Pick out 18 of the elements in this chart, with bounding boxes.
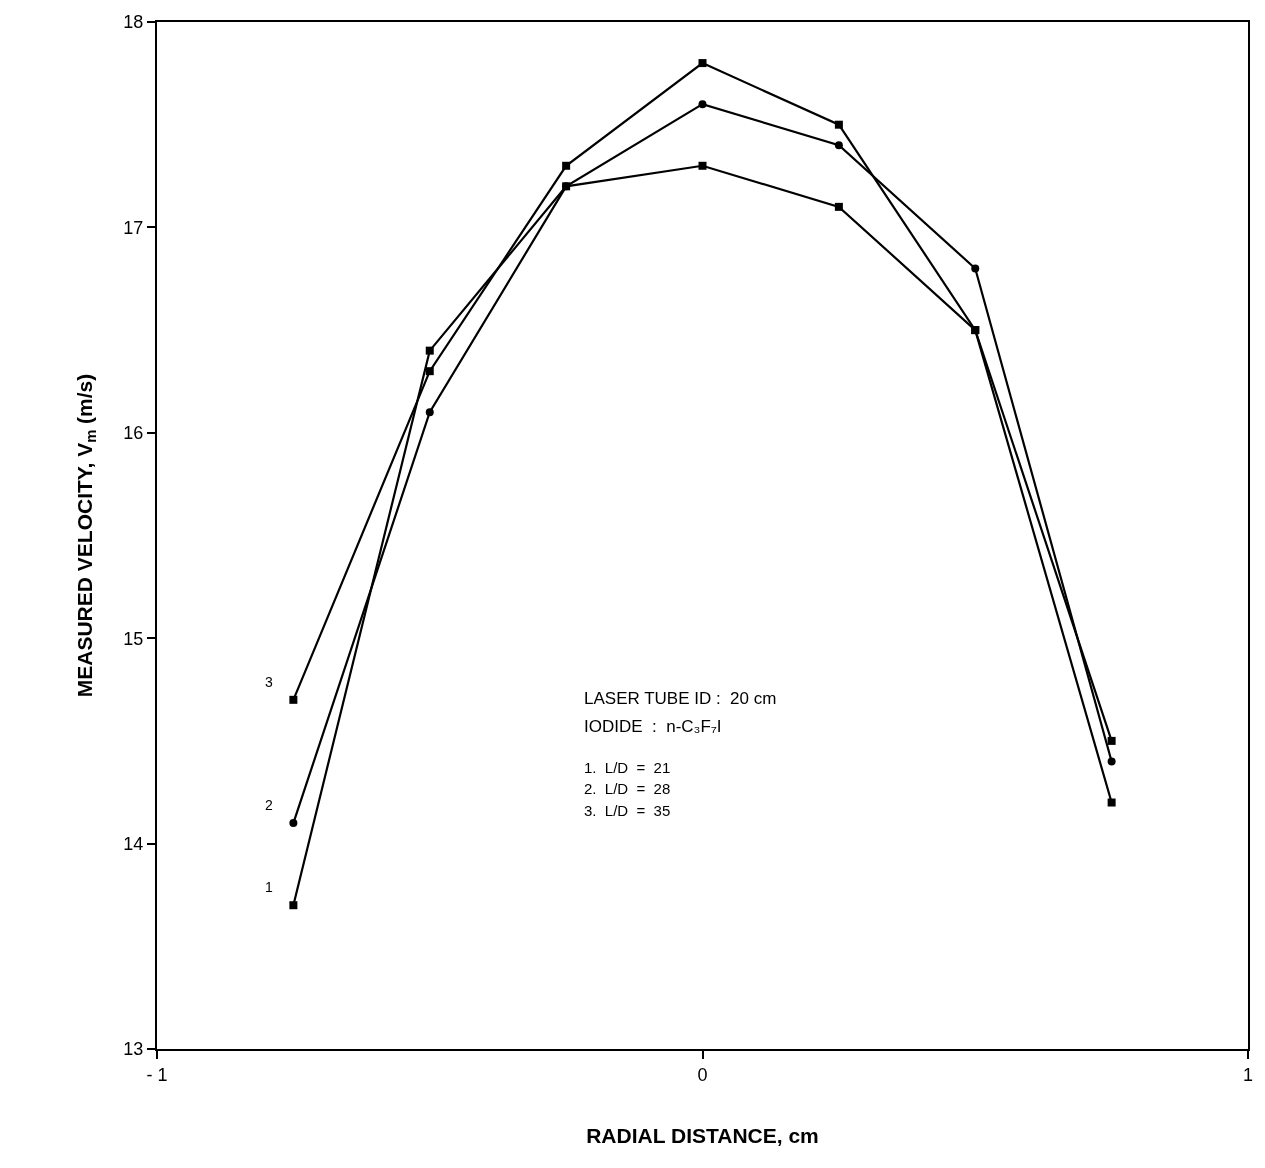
x-tick-label: 1	[1242, 1064, 1254, 1085]
annotation: 2. L/D = 28	[584, 780, 671, 797]
y-tick-label: 14	[123, 833, 144, 854]
annotation: IODIDE : n-C₃F₇I	[584, 717, 722, 736]
annotation: LASER TUBE ID : 20 cm	[584, 689, 777, 708]
x-tick-label: - 1	[146, 1064, 168, 1085]
y-tick-label: 16	[123, 423, 144, 444]
x-tick-label: 0	[697, 1064, 708, 1085]
series-label: 3	[265, 674, 273, 690]
y-tick-label: 18	[123, 12, 144, 33]
y-tick-label: 13	[123, 1039, 144, 1060]
annotation: 3. L/D = 35	[584, 802, 671, 819]
y-tick-label: 15	[123, 628, 144, 649]
y-tick-label: 17	[123, 217, 144, 238]
series-label: 1	[265, 879, 273, 895]
x-axis-title: RADIAL DISTANCE, cm	[586, 1124, 819, 1148]
series-label: 2	[265, 797, 273, 813]
annotation: 1. L/D = 21	[584, 759, 671, 776]
